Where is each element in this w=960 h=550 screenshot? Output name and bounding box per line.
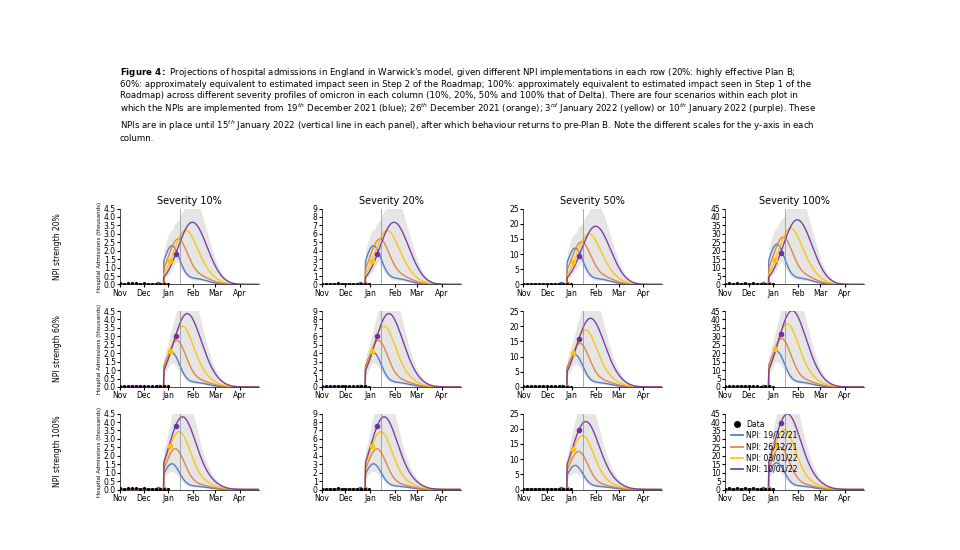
Legend: Data, NPI: 19/12/21, NPI: 26/12/21, NPI: 03/01/22, NPI: 10/01/22: Data, NPI: 19/12/21, NPI: 26/12/21, NPI:… (729, 417, 801, 476)
Title: Severity 20%: Severity 20% (359, 196, 423, 206)
Text: NPI strength 60%: NPI strength 60% (53, 316, 62, 382)
Title: Severity 50%: Severity 50% (561, 196, 625, 206)
Text: NPI strength 100%: NPI strength 100% (53, 416, 62, 487)
Y-axis label: Hospital Admissions (thousands): Hospital Admissions (thousands) (97, 304, 103, 394)
Y-axis label: Hospital Admissions (thousands): Hospital Admissions (thousands) (97, 406, 103, 497)
Text: NPI strength 20%: NPI strength 20% (53, 213, 62, 280)
Title: Severity 10%: Severity 10% (157, 196, 222, 206)
Title: Severity 100%: Severity 100% (759, 196, 829, 206)
Text: $\bf{Figure\ 4:}$ Projections of hospital admissions in England in Warwick's mod: $\bf{Figure\ 4:}$ Projections of hospita… (120, 66, 816, 143)
Y-axis label: Hospital Admissions (thousands): Hospital Admissions (thousands) (97, 201, 103, 292)
